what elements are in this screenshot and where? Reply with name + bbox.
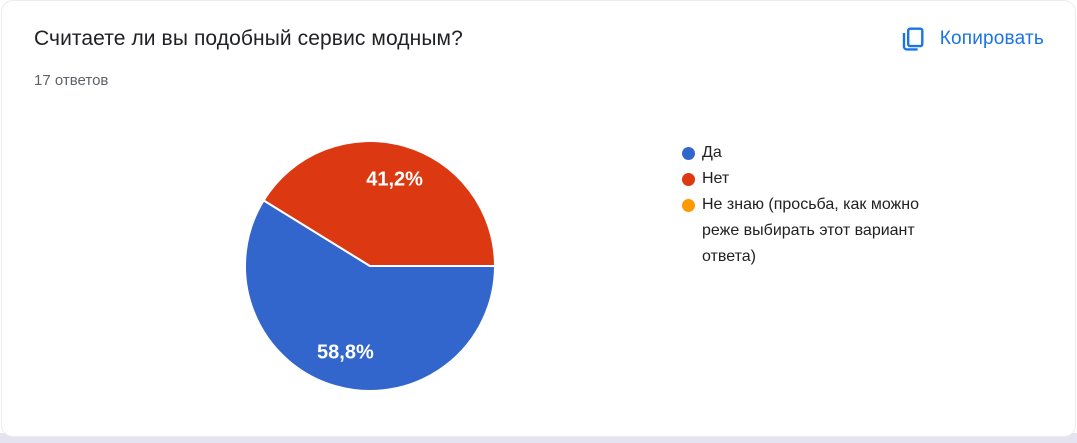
legend-item: Нет xyxy=(682,166,948,192)
copy-button[interactable]: Копировать xyxy=(899,26,1044,52)
page-background-strip xyxy=(0,433,1077,443)
legend-item: Да xyxy=(682,140,948,166)
copy-icon xyxy=(902,27,924,51)
copy-button-label: Копировать xyxy=(939,28,1044,49)
legend-label: Нет xyxy=(702,170,730,187)
legend-label: Да xyxy=(702,144,722,161)
pie-slice-0 xyxy=(244,199,496,392)
legend-color-dot xyxy=(682,198,695,212)
pie-chart: 58,8% 41,2% xyxy=(244,140,496,392)
legend-color-dot xyxy=(682,172,695,186)
chart-legend: Да Нет Не знаю (просьба, как можно реже вы… xyxy=(682,140,948,270)
legend-item: Не знаю (просьба, как можно реже выбират… xyxy=(682,192,948,270)
slice-percent-label: 41,2% xyxy=(366,168,423,190)
slice-percent-label: 58,8% xyxy=(317,342,374,364)
question-title: Считаете ли вы подобный сервис модным? xyxy=(34,27,463,50)
legend-color-dot xyxy=(682,146,695,160)
pie-slice-1 xyxy=(262,140,496,267)
responses-count: 17 ответов xyxy=(34,72,109,89)
legend-label: Не знаю (просьба, как можно реже выбират… xyxy=(702,196,919,265)
